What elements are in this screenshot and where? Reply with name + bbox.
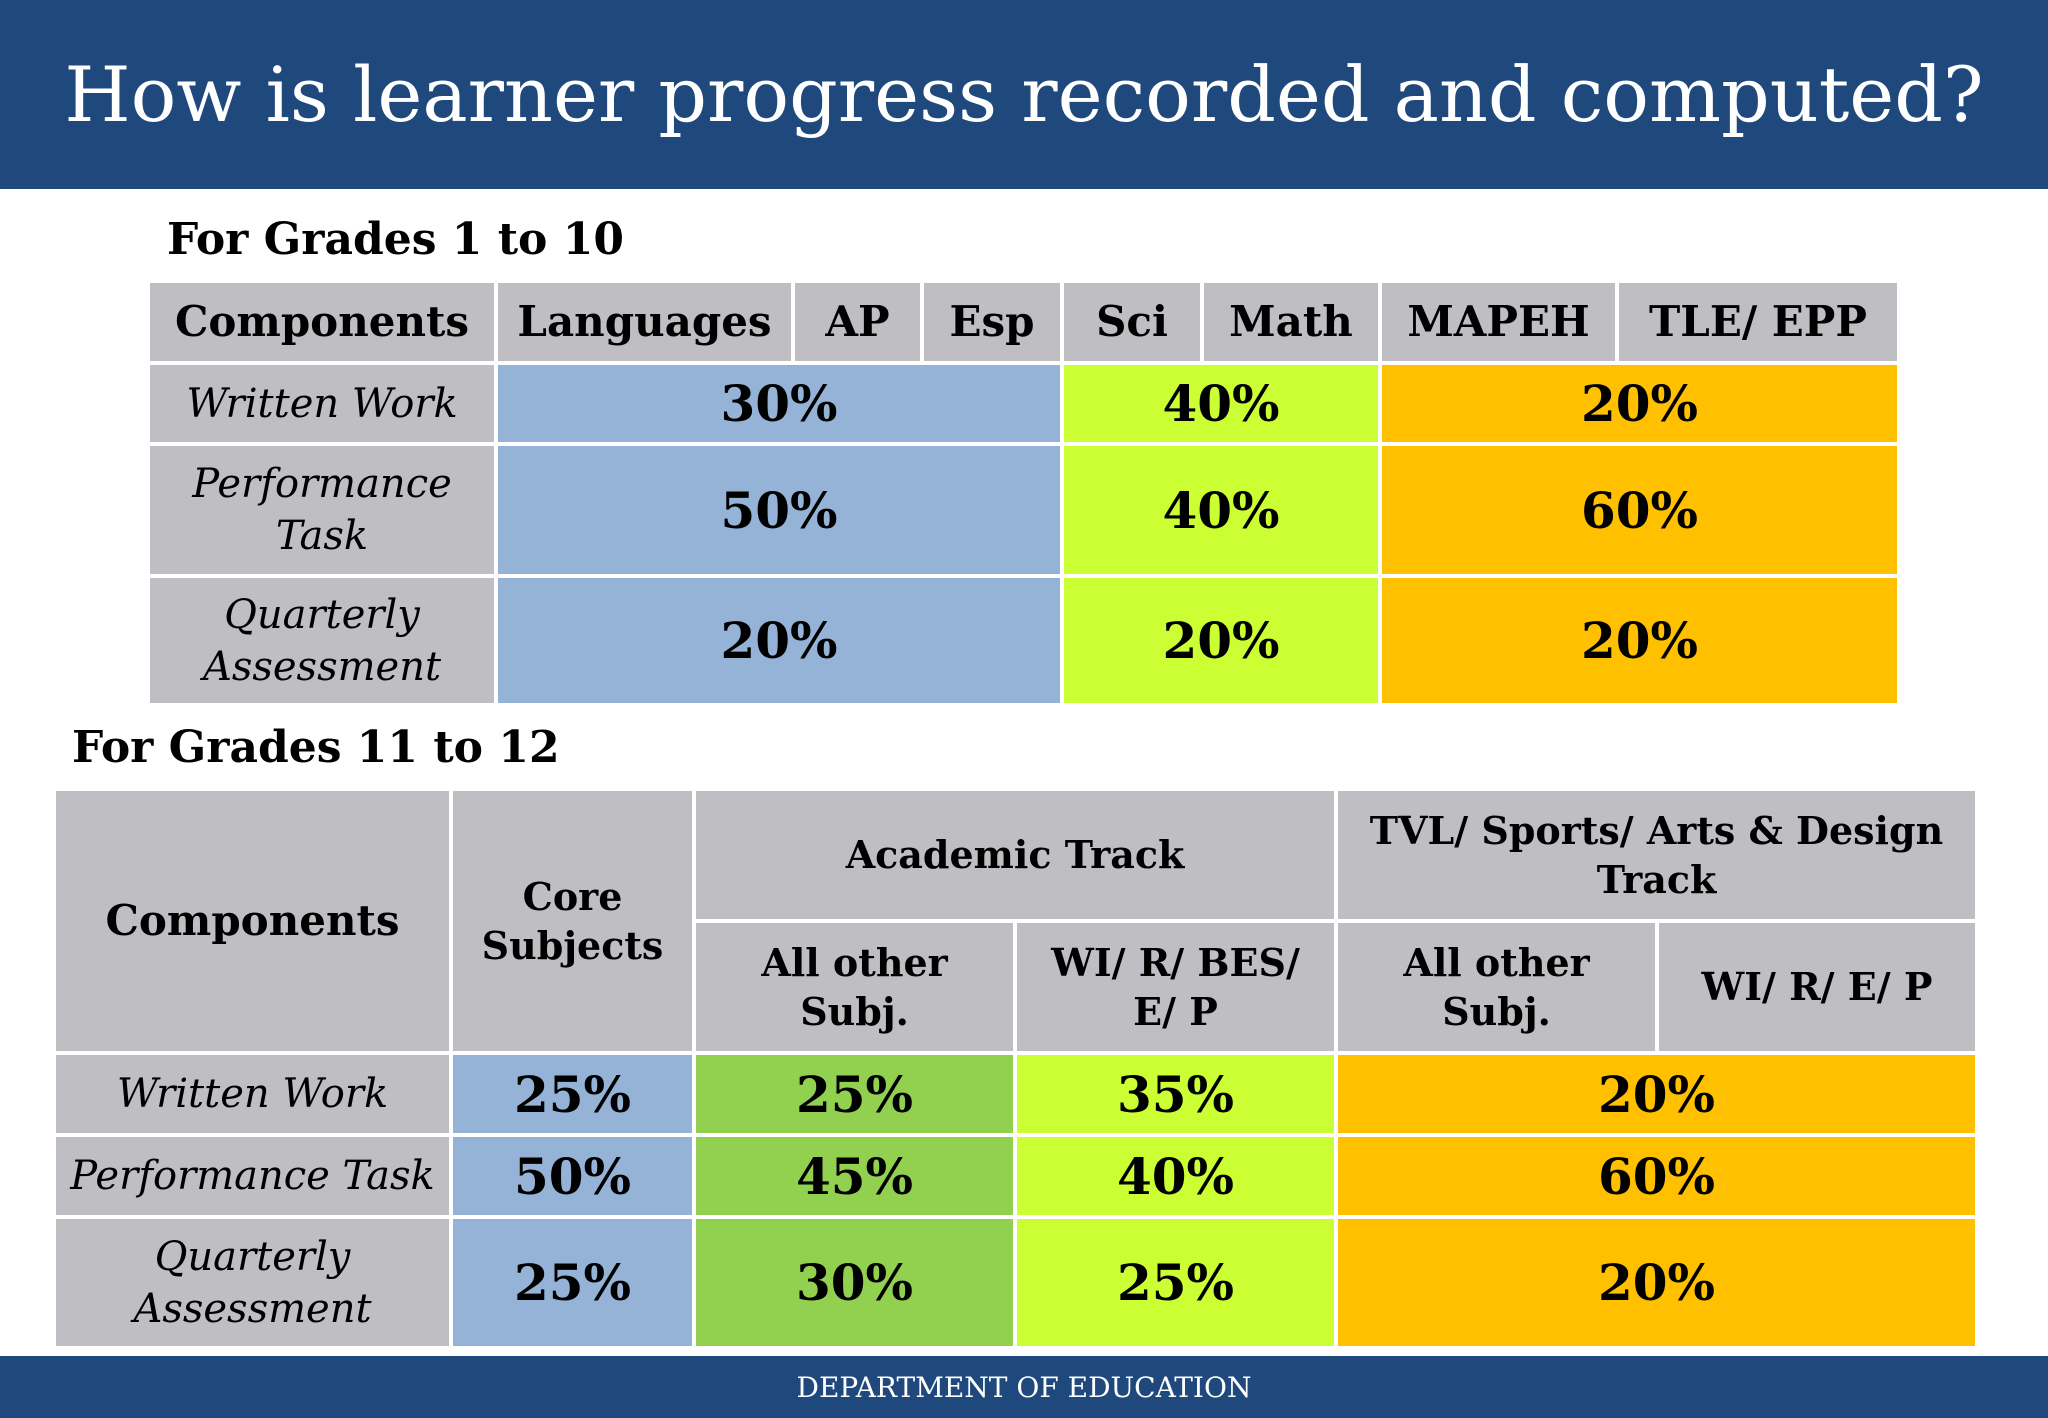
weight-cell: 25%: [694, 1053, 1015, 1135]
weight-cell: 50%: [451, 1135, 694, 1217]
sub-header: WI/ R/ E/ P: [1657, 921, 1977, 1053]
column-header: Sci: [1062, 281, 1202, 363]
weight-cell: 30%: [694, 1217, 1015, 1348]
footer-bar: DEPARTMENT OF EDUCATION: [0, 1356, 2048, 1418]
column-header: MAPEH: [1380, 281, 1617, 363]
row-label: Written Work: [54, 1053, 451, 1135]
sub-header: WI/ R/ BES/ E/ P: [1015, 921, 1336, 1053]
row-label: Quarterly Assessment: [148, 576, 496, 705]
weight-cell: 20%: [1336, 1053, 1977, 1135]
title-bar: How is learner progress recorded and com…: [0, 0, 2048, 189]
weight-cell: 20%: [496, 576, 1062, 705]
weight-cell: 25%: [1015, 1217, 1336, 1348]
row-label: Written Work: [148, 363, 496, 444]
column-header: TVL/ Sports/ Arts & Design Track: [1336, 789, 1977, 921]
column-header: Math: [1202, 281, 1380, 363]
weight-cell: 20%: [1336, 1217, 1977, 1348]
weight-cell: 40%: [1062, 444, 1380, 576]
column-header: Languages: [496, 281, 793, 363]
weight-cell: 20%: [1062, 576, 1380, 705]
weight-cell: 45%: [694, 1135, 1015, 1217]
weight-cell: 25%: [451, 1053, 694, 1135]
column-header: Components: [54, 789, 451, 1053]
row-label: Performance Task: [54, 1135, 451, 1217]
footer-text: DEPARTMENT OF EDUCATION: [796, 1370, 1252, 1404]
column-header: Academic Track: [694, 789, 1336, 921]
weight-cell: 20%: [1380, 363, 1899, 444]
weight-cell: 50%: [496, 444, 1062, 576]
column-header: Components: [148, 281, 496, 363]
weight-cell: 30%: [496, 363, 1062, 444]
weight-cell: 20%: [1380, 576, 1899, 705]
weight-cell: 35%: [1015, 1053, 1336, 1135]
row-label: Quarterly Assessment: [54, 1217, 451, 1348]
column-header: Core Subjects: [451, 789, 694, 1053]
weight-cell: 60%: [1380, 444, 1899, 576]
weight-cell: 60%: [1336, 1135, 1977, 1217]
weight-cell: 40%: [1015, 1135, 1336, 1217]
sub-header: All other Subj.: [1336, 921, 1657, 1053]
table-caption: For Grades 11 to 12: [72, 722, 560, 773]
column-header: AP: [793, 281, 922, 363]
row-label: Performance Task: [148, 444, 496, 576]
column-header: TLE/ EPP: [1617, 281, 1899, 363]
weight-cell: 40%: [1062, 363, 1380, 444]
sub-header: All other Subj.: [694, 921, 1015, 1053]
table-caption: For Grades 1 to 10: [167, 214, 624, 265]
title: How is learner progress recorded and com…: [64, 50, 1984, 139]
weight-cell: 25%: [451, 1217, 694, 1348]
column-header: Esp: [922, 281, 1062, 363]
